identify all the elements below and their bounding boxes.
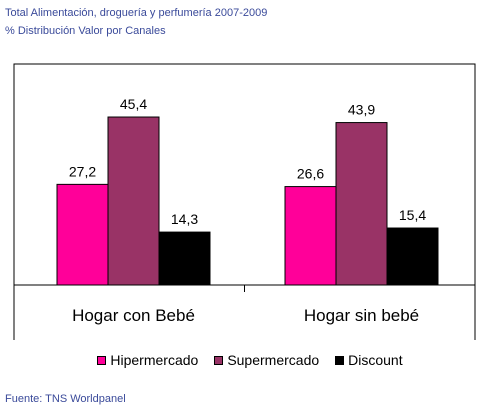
legend-item-supermercado: Supermercado [214, 352, 319, 368]
legend-swatch-discount [335, 355, 345, 365]
bar-hipermercado-2 [284, 186, 337, 286]
bar-discount-1 [158, 231, 211, 286]
data-label-hipermercado-2: 26,6 [297, 166, 324, 182]
category-label-2: Hogar sin bebé [304, 306, 419, 325]
plot-area [13, 63, 476, 340]
bar-discount-2 [386, 227, 439, 286]
chart-source: Fuente: TNS Worldpanel [5, 393, 126, 405]
legend-item-hipermercado: Hipermercado [97, 352, 198, 368]
data-label-supermercado-2: 43,9 [348, 102, 375, 118]
category-label-1: Hogar con Bebé [72, 306, 195, 325]
chart-subtitle: % Distribución Valor por Canales [5, 25, 166, 37]
data-label-hipermercado-1: 27,2 [69, 163, 96, 179]
legend-swatch-supermercado [214, 355, 224, 365]
data-label-discount-1: 14,3 [171, 211, 198, 227]
chart-legend: Hipermercado Supermercado Discount [0, 352, 500, 368]
legend-label-discount: Discount [348, 352, 403, 368]
chart-title: Total Alimentación, droguería y perfumer… [5, 7, 268, 19]
legend-label-hipermercado: Hipermercado [110, 352, 199, 368]
legend-item-discount: Discount [335, 352, 403, 368]
data-label-discount-2: 15,4 [399, 207, 426, 223]
bar-chart: 27,2 45,4 14,3 Hogar con Bebé 26,6 43,9 15,4 Ho… [13, 63, 476, 340]
legend-label-supermercado: Supermercado [227, 352, 320, 368]
bar-supermercado-1 [107, 116, 160, 286]
bar-supermercado-2 [335, 122, 388, 286]
data-label-supermercado-1: 45,4 [120, 96, 147, 112]
legend-swatch-hipermercado [97, 355, 107, 365]
bar-hipermercado-1 [56, 183, 109, 286]
